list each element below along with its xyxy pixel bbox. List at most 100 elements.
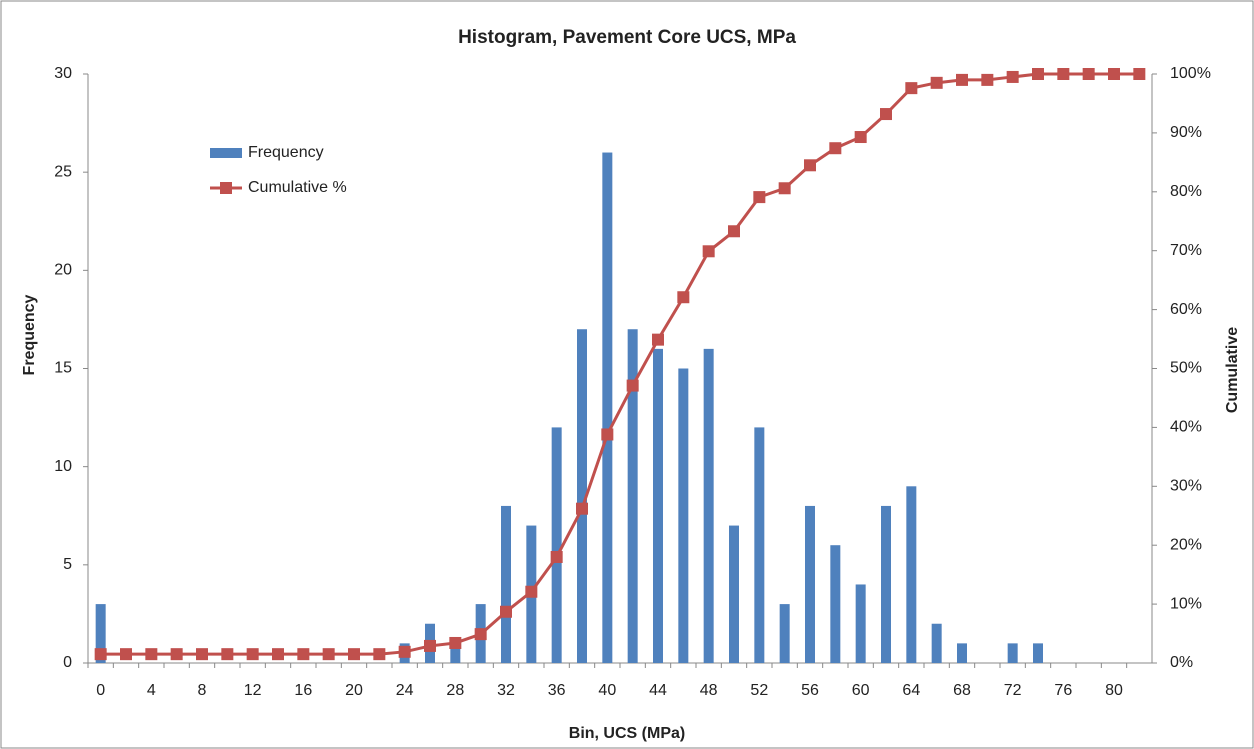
x-tick-label: 52 xyxy=(750,682,768,699)
y2-tick-label: 90% xyxy=(1170,124,1202,141)
bar xyxy=(602,152,613,664)
bar xyxy=(906,486,917,663)
line-marker xyxy=(424,639,436,652)
bar xyxy=(729,525,739,663)
line-marker xyxy=(550,550,563,563)
line-marker xyxy=(753,191,766,204)
x-tick-label: 36 xyxy=(548,682,566,699)
line-marker xyxy=(474,628,487,641)
x-tick-label: 20 xyxy=(345,682,363,699)
line-marker xyxy=(854,131,867,144)
line-marker xyxy=(272,648,284,661)
line-marker xyxy=(449,636,462,649)
x-tick-label: 60 xyxy=(852,682,870,699)
line-marker xyxy=(398,645,411,658)
line-marker xyxy=(373,648,386,661)
line-marker xyxy=(804,159,816,172)
bar xyxy=(551,427,562,663)
line-marker xyxy=(728,225,740,238)
line-marker xyxy=(196,648,208,661)
line-marker xyxy=(500,605,512,618)
line-marker xyxy=(120,648,132,661)
legend-label: Cumulative % xyxy=(248,179,347,196)
x-tick-label: 44 xyxy=(649,682,667,699)
bar xyxy=(95,604,106,663)
legend-swatch xyxy=(210,148,242,158)
bar xyxy=(678,368,689,663)
y2-tick-label: 10% xyxy=(1170,595,1202,612)
bar xyxy=(931,623,942,663)
x-tick-label: 64 xyxy=(902,682,920,699)
y2-tick-label: 70% xyxy=(1170,242,1202,259)
line-marker xyxy=(1133,68,1146,80)
bar xyxy=(1033,643,1043,663)
line-marker xyxy=(1108,68,1120,80)
bar xyxy=(627,329,638,663)
y-tick-label: 25 xyxy=(54,163,72,180)
line-marker xyxy=(94,648,107,661)
line-marker xyxy=(905,82,918,95)
x-tick-label: 80 xyxy=(1105,682,1123,699)
y-axis-title: Frequency xyxy=(21,294,38,375)
x-tick-label: 0 xyxy=(96,682,105,699)
x-tick-label: 28 xyxy=(446,682,464,699)
x-tick-label: 40 xyxy=(598,682,616,699)
line-marker xyxy=(702,245,715,258)
bar xyxy=(703,348,714,663)
y2-tick-label: 40% xyxy=(1170,419,1202,436)
y-tick-label: 15 xyxy=(54,360,72,377)
line-marker xyxy=(652,333,664,346)
line-marker xyxy=(576,502,588,515)
y2-tick-label: 60% xyxy=(1170,301,1202,318)
line-marker xyxy=(297,648,310,661)
line-marker xyxy=(956,73,968,86)
y-tick-label: 20 xyxy=(54,262,72,279)
bar xyxy=(653,348,663,663)
bar xyxy=(881,505,891,663)
chart-title: Histogram, Pavement Core UCS, MPa xyxy=(458,27,796,48)
line-marker xyxy=(145,648,158,661)
line-marker xyxy=(677,291,690,304)
x-tick-label: 56 xyxy=(801,682,819,699)
line-marker xyxy=(930,76,943,89)
line-marker xyxy=(601,428,614,441)
x-tick-label: 48 xyxy=(700,682,718,699)
legend-marker xyxy=(220,182,232,194)
x-tick-label: 76 xyxy=(1054,682,1072,699)
bar xyxy=(577,329,587,663)
y-tick-label: 0 xyxy=(63,654,72,671)
y2-tick-label: 100% xyxy=(1170,65,1211,82)
bar xyxy=(501,505,511,663)
x-tick-label: 32 xyxy=(497,682,515,699)
line-marker xyxy=(170,648,183,661)
y2-tick-label: 80% xyxy=(1170,183,1202,200)
line-marker xyxy=(829,142,842,155)
y2-tick-label: 0% xyxy=(1170,654,1193,671)
line-marker xyxy=(1082,68,1095,80)
x-tick-label: 68 xyxy=(953,682,971,699)
x-tick-label: 4 xyxy=(147,682,156,699)
bar xyxy=(855,584,866,663)
x-tick-label: 16 xyxy=(294,682,312,699)
line-marker xyxy=(1032,68,1044,80)
line-marker xyxy=(221,648,234,661)
y2-axis-title: Cumulative xyxy=(1224,327,1241,413)
bar xyxy=(779,604,790,663)
y-tick-label: 5 xyxy=(63,556,72,573)
y2-tick-label: 20% xyxy=(1170,536,1202,553)
line-marker xyxy=(778,182,791,195)
y-tick-label: 10 xyxy=(54,458,72,475)
line-marker xyxy=(525,585,538,598)
bar xyxy=(450,643,461,663)
line-marker xyxy=(348,648,360,661)
bar xyxy=(754,427,765,663)
y2-tick-label: 50% xyxy=(1170,360,1202,377)
bar xyxy=(1007,643,1018,663)
line-marker xyxy=(981,73,994,86)
x-tick-label: 24 xyxy=(396,682,414,699)
line-marker xyxy=(246,648,259,661)
bar xyxy=(957,643,967,663)
